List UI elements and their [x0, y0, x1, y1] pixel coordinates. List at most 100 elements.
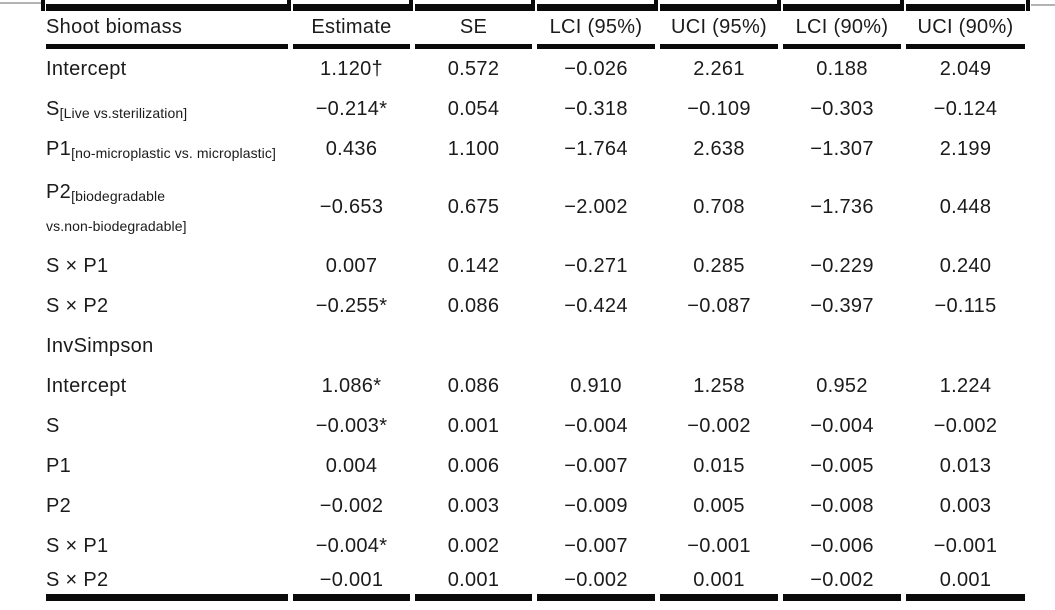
cell-uci95: 2.638: [693, 137, 745, 160]
cell-uci90: −0.001: [933, 534, 998, 557]
cell-lci90: 0.188: [816, 57, 868, 80]
row-label: P1[no-microplastic vs. microplastic]: [46, 137, 276, 161]
row-label: P1: [46, 454, 72, 477]
row-label: S × P1: [46, 534, 109, 557]
cell-uci95: 0.005: [693, 494, 745, 517]
cell-lci90: −1.736: [810, 196, 874, 218]
cell-uci95: −0.001: [687, 534, 751, 557]
table-row-sxp2-biomass: S × P2 −0.255* 0.086 −0.424 −0.087 −0.39…: [46, 286, 1025, 326]
cell-uci90: 2.199: [939, 137, 992, 160]
cell-estimate: −0.255*: [315, 294, 388, 317]
cell-lci95: −0.004: [564, 414, 628, 437]
column-divider-tick: [287, 0, 291, 11]
cell-uci90: −0.115: [934, 294, 997, 317]
cell-se: 0.142: [447, 254, 500, 277]
cell-uci90: 0.240: [939, 254, 992, 277]
cell-uci95: 0.015: [693, 454, 745, 477]
cell-estimate: −0.003*: [315, 414, 388, 437]
column-divider-tick: [1026, 0, 1030, 11]
cell-lci90: −0.008: [810, 494, 874, 517]
cell-uci95: 0.708: [693, 196, 745, 218]
cell-se: 0.003: [447, 494, 500, 517]
cell-lci90: −0.006: [810, 534, 874, 557]
row-label: S × P2: [46, 294, 109, 317]
cell-se: 0.675: [447, 196, 500, 218]
column-divider-tick: [41, 0, 45, 11]
cell-uci95: 0.001: [660, 566, 778, 601]
column-divider-tick: [531, 0, 535, 11]
row-label: S[Live vs.sterilization]: [46, 97, 188, 121]
cell-estimate: 0.007: [325, 254, 378, 277]
cell-se: 0.572: [447, 57, 500, 80]
cell-lci95: 0.910: [570, 374, 622, 397]
cell-lci95: −0.026: [564, 57, 628, 80]
cell-estimate: −0.002: [319, 494, 384, 517]
cell-lci95: −0.318: [564, 97, 628, 120]
table-row-p1-biomass: P1[no-microplastic vs. microplastic] 0.4…: [46, 129, 1025, 169]
cell-lci95: −0.007: [564, 534, 628, 557]
column-header-uci90: UCI (90%): [906, 4, 1025, 49]
table-row-sxp1-biomass: S × P1 0.007 0.142 −0.271 0.285 −0.229 0…: [46, 246, 1025, 286]
row-label-subscript: [biodegradable: [71, 188, 166, 204]
cell-lci90: −0.397: [810, 294, 874, 317]
cell-lci90: 0.952: [816, 374, 868, 397]
column-header-uci95: UCI (95%): [660, 4, 778, 49]
cell-se: 0.086: [447, 294, 500, 317]
row-label-subscript: [Live vs.sterilization]: [59, 104, 188, 121]
table-row-s-biomass: S[Live vs.sterilization] −0.214* 0.054 −…: [46, 89, 1025, 129]
cell-lci90: −0.303: [810, 97, 874, 120]
cell-uci95: 1.258: [693, 374, 745, 397]
column-header-lci90: LCI (90%): [783, 4, 901, 49]
cell-lci95: −0.007: [564, 454, 628, 477]
cell-uci95: 0.285: [693, 254, 745, 277]
cell-uci95: −0.002: [687, 414, 751, 437]
section-title: InvSimpson: [46, 334, 154, 357]
cell-uci90: −0.124: [933, 97, 998, 120]
cell-estimate: −0.001: [293, 566, 410, 601]
cell-se: 1.100: [447, 137, 500, 160]
cell-estimate: 0.436: [325, 137, 378, 160]
adjacent-cell-border: [0, 2, 41, 4]
column-divider-tick: [900, 0, 904, 11]
cell-se: 0.006: [447, 454, 500, 477]
table-row-s-invsimpson: S −0.003* 0.001 −0.004 −0.002 −0.004 −0.…: [46, 406, 1025, 446]
cell-se: 0.001: [447, 414, 500, 437]
cell-lci95: −1.764: [564, 137, 628, 160]
cell-lci95: −0.002: [537, 566, 655, 601]
cell-uci90: 0.003: [939, 494, 992, 517]
column-header-shoot-biomass: Shoot biomass: [46, 4, 288, 49]
cell-se: 0.054: [447, 97, 500, 120]
cell-estimate: −0.653: [319, 196, 384, 218]
cell-lci90: −0.002: [783, 566, 901, 601]
table-row-sxp1-invsimpson: S × P1 −0.004* 0.002 −0.007 −0.001 −0.00…: [46, 526, 1025, 566]
cell-lci95: −0.424: [564, 294, 628, 317]
cell-uci95: −0.087: [687, 294, 751, 317]
cell-se: 0.002: [447, 534, 500, 557]
row-label-subscript: [no-microplastic vs. microplastic]: [71, 144, 276, 161]
cell-lci95: −2.002: [564, 196, 628, 218]
cell-lci90: −1.307: [810, 137, 874, 160]
cell-uci90: −0.002: [933, 414, 998, 437]
adjacent-cell-border: [1031, 4, 1055, 6]
column-header-se: SE: [415, 4, 532, 49]
row-label: Intercept: [46, 374, 127, 397]
cell-uci90: 0.001: [906, 566, 1025, 601]
cell-uci95: −0.109: [687, 97, 751, 120]
cell-lci90: −0.004: [810, 414, 874, 437]
row-label: S × P1: [46, 254, 109, 277]
coefficients-table: Shoot biomass Estimate SE LCI (95%) UCI …: [41, 4, 1030, 601]
cell-uci90: 0.013: [939, 454, 992, 477]
row-label-subscript: vs.non-biodegradable]: [46, 218, 187, 234]
cell-uci90: 0.448: [939, 196, 992, 218]
column-divider-tick: [777, 0, 781, 11]
row-label: S: [46, 414, 60, 437]
cell-lci95: −0.009: [564, 494, 628, 517]
cell-se: 0.086: [447, 374, 500, 397]
column-divider-tick: [409, 0, 413, 11]
cell-uci95: 2.261: [693, 57, 745, 80]
cell-estimate: 1.086*: [321, 374, 382, 397]
cell-lci95: −0.271: [564, 254, 628, 277]
table-row-p2-biomass: P2[biodegradable vs.non-biodegradable] −0…: [46, 169, 1025, 246]
cell-lci90: −0.229: [810, 254, 874, 277]
cell-estimate: 0.004: [325, 454, 378, 477]
